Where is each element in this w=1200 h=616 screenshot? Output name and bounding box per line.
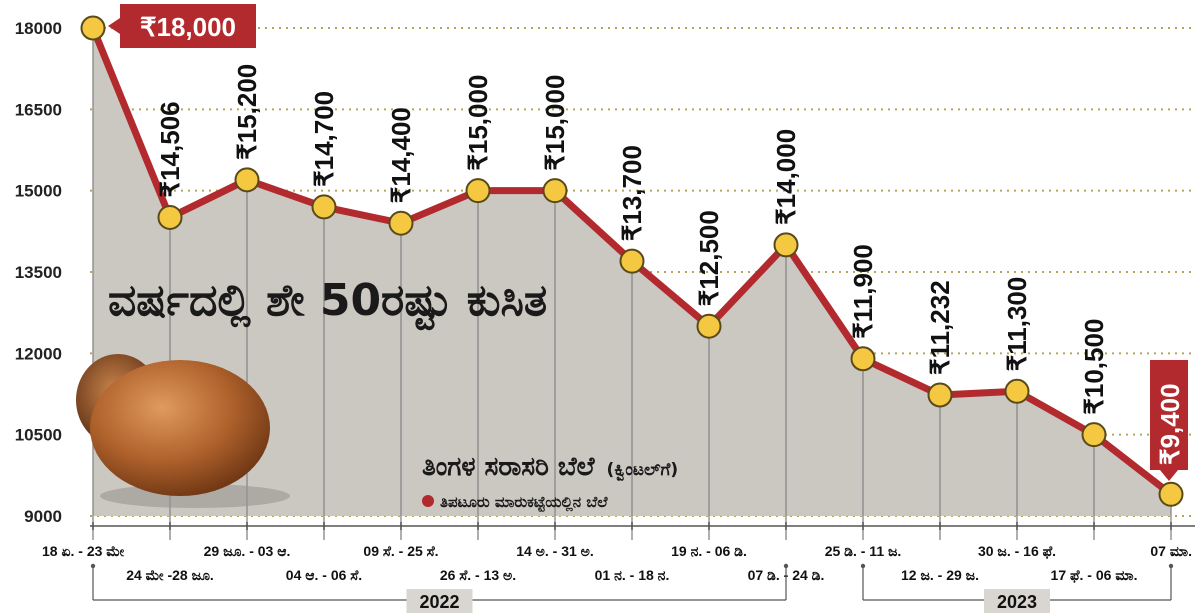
x-tick-label-6: 14 ಅ. - 31 ಅ. [516, 543, 594, 559]
subtitle-line: ತಿಂಗಳ ಸರಾಸರಿ ಬೆಲೆ (ಕ್ವಿಂಟಲ್‌ಗೆ) [422, 452, 678, 482]
value-labels: ₹18,000 ₹14,506 ₹15,200 ₹14,700 ₹14,400 ₹15,0… [108, 4, 1188, 481]
data-point-4 [388, 210, 414, 236]
unit-label: (ಕ್ವಿಂಟಲ್‌ಗೆ) [607, 460, 679, 482]
value-label-13: ₹10,500 [1079, 319, 1109, 415]
year-bracket-dot-b-1 [1168, 563, 1174, 569]
value-label-2: ₹15,200 [232, 64, 262, 160]
y-tick-label-1: 10500 [15, 426, 62, 445]
chart-subtitle: ತಿಂಗಳ ಸರಾಸರಿ ಬೆಲೆ [422, 452, 596, 482]
data-point-9 [773, 232, 799, 258]
data-point-13 [1081, 422, 1107, 448]
value-label-12: ₹11,300 [1002, 277, 1032, 372]
value-label-9: ₹14,000 [771, 129, 801, 225]
year-bracket-dot-a-0 [90, 563, 96, 569]
x-tick-label-13: 17 ಫೆ. - 06 ಮಾ. [1051, 567, 1138, 584]
year-bracket-dot-b-0 [783, 563, 789, 569]
data-point-6 [542, 178, 568, 204]
year-box-1 [984, 589, 1050, 613]
x-tick-label-5: 26 ಸೆ. - 13 ಅ. [440, 567, 516, 583]
x-tick-label-11: 12 ಜ. - 29 ಜ. [901, 567, 979, 583]
year-bracket-dot-a-1 [860, 563, 866, 569]
axis-layer: 9000 10500 12000 13500 15000 16500 18000 18 ಏ. … [15, 19, 1195, 613]
x-tick-label-0: 18 ಏ. - 23 ಮೇ [42, 543, 125, 559]
headline: ವರ್ಷದಲ್ಲಿ ಶೇ 50ರಷ್ಟು ಕುಸಿತ [108, 275, 547, 330]
value-label-4: ₹14,400 [386, 107, 416, 203]
data-point-12 [1004, 378, 1030, 404]
value-label-3: ₹14,700 [309, 91, 339, 187]
highlight-box-last [1150, 360, 1188, 470]
x-tick-label-14: 07 ಮಾ. [1150, 543, 1192, 559]
year-label-0: 2022 [419, 592, 459, 612]
coconut-illustration [76, 354, 290, 508]
x-tick-label-12: 30 ಜ. - 16 ಫೆ. [978, 543, 1056, 560]
x-tick-label-10: 25 ಡಿ. - 11 ಜ. [825, 543, 902, 559]
y-tick-label-4: 15000 [15, 182, 62, 201]
value-label-8: ₹12,500 [694, 210, 724, 306]
data-point-0 [80, 15, 106, 41]
data-point-11 [927, 382, 953, 408]
value-label-7: ₹13,700 [617, 145, 647, 241]
year-label-1: 2023 [997, 592, 1037, 612]
data-point-1 [157, 204, 183, 230]
drop-lines [92, 28, 1172, 540]
value-label-0: ₹18,000 [140, 12, 236, 42]
highlight-pointer-first [108, 18, 120, 34]
y-tick-label-0: 9000 [24, 507, 62, 526]
markers [80, 15, 1184, 507]
data-point-14 [1158, 481, 1184, 507]
x-tick-label-8: 19 ನ. - 06 ಡಿ. [671, 543, 747, 559]
year-box-0 [406, 589, 473, 613]
legend-label: ತಿಪಟೂರು ಮಾರುಕಟ್ಟೆಯಲ್ಲಿನ ಬೆಲೆ [440, 493, 608, 512]
y-tick-label-3: 13500 [15, 263, 62, 282]
data-point-5 [465, 178, 491, 204]
y-tick-label-2: 12000 [15, 344, 62, 363]
data-point-7 [619, 248, 645, 274]
data-point-10 [850, 346, 876, 372]
coconut-front [90, 360, 270, 496]
value-label-5: ₹15,000 [463, 75, 493, 171]
legend-dot [422, 495, 434, 507]
x-tick-label-7: 01 ನ. - 18 ನ. [595, 567, 670, 583]
value-label-1: ₹14,506 [155, 101, 185, 197]
x-tick-label-3: 04 ಆ. - 06 ಸೆ. [286, 567, 362, 583]
value-label-6: ₹15,000 [540, 75, 570, 171]
x-tick-label-2: 29 ಜೂ. - 03 ಆ. [204, 543, 291, 559]
highlight-pointer-last [1160, 470, 1178, 481]
data-point-3 [311, 194, 337, 220]
highlight-box-first [120, 4, 256, 48]
value-label-11: ₹11,232 [925, 280, 955, 375]
x-tick-label-4: 09 ಸೆ. - 25 ಸೆ. [363, 543, 438, 559]
data-point-2 [234, 167, 260, 193]
x-tick-label-1: 24 ಮೇ -28 ಜೂ. [126, 567, 214, 583]
value-label-10: ₹11,900 [848, 244, 878, 339]
data-point-8 [696, 313, 722, 339]
y-tick-label-5: 16500 [15, 100, 62, 119]
y-tick-label-6: 18000 [15, 19, 62, 38]
value-label-14: ₹9,400 [1155, 383, 1185, 465]
